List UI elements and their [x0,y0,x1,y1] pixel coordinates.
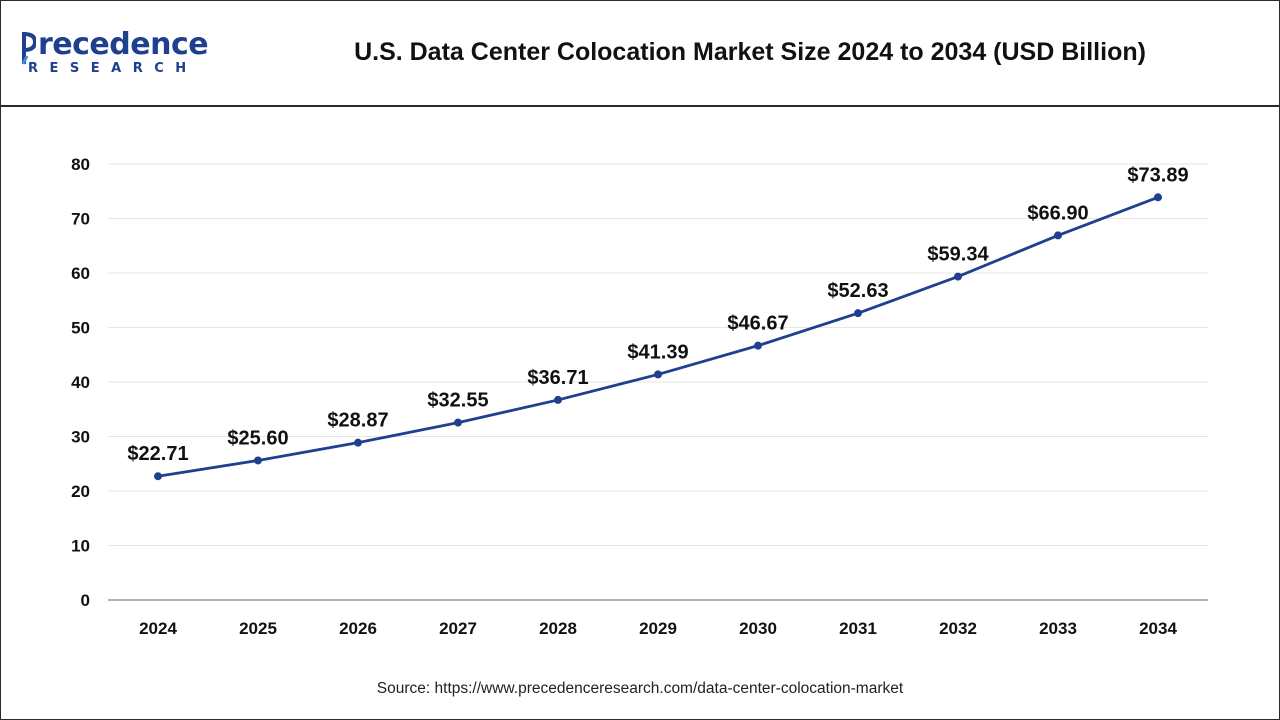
data-point [254,456,262,465]
data-point [654,370,662,379]
data-point [554,395,562,404]
data-label: $46.67 [727,313,788,335]
data-label: $28.87 [327,410,388,432]
data-labels: $22.71 $25.60 $28.87 $32.55 $36.71 $41.39 $46.… [127,164,1188,465]
series-line-path [157,195,1159,478]
data-point [154,472,162,481]
y-tick-label: 50 [71,319,90,338]
page-title: U.S. Data Center Colocation Market Size … [354,38,1146,66]
y-tick-label: 80 [71,155,90,174]
header: recedence RESEARCH U.S. Data Center Colo… [0,0,1280,107]
x-tick-label: 2033 [1039,619,1077,638]
x-tick-label: 2026 [339,619,377,638]
data-point [754,341,762,350]
data-point [1054,231,1062,240]
source-note: Source: https://www.precedenceresearch.c… [376,680,904,697]
data-point [454,418,462,427]
x-tick-label: 2028 [539,619,577,638]
precedence-research-logo: recedence RESEARCH [22,28,222,84]
grid-lines [108,163,1208,546]
data-label: $36.71 [527,367,588,389]
chart-area: 0 10 20 30 40 50 60 70 80 2024 2025 2026 2027 2028 202… [0,108,1280,668]
x-tick-label: 2030 [739,619,777,638]
data-label: $41.39 [627,341,688,363]
x-tick-label: 2034 [1139,619,1177,638]
data-label: $25.60 [227,427,288,449]
x-tick-label: 2027 [439,619,477,638]
y-tick-label: 40 [71,373,90,392]
data-label: $73.89 [1127,164,1188,186]
series-line [154,193,1162,481]
y-tick-label: 70 [71,210,90,229]
x-tick-label: 2031 [839,619,877,638]
y-tick-label: 10 [71,537,90,556]
x-tick-label: 2024 [139,619,177,638]
y-tick-label: 20 [71,482,90,501]
y-tick-label: 30 [71,428,90,447]
data-point [354,438,362,447]
x-tick-label: 2032 [939,619,977,638]
data-label: $32.55 [427,390,488,412]
x-tick-label: 2025 [239,619,277,638]
y-tick-label: 0 [81,591,90,610]
data-label: $22.71 [127,443,188,465]
x-tick-label: 2029 [639,619,677,638]
logo-p-icon [22,32,36,65]
logo-subtitle: RESEARCH [28,61,198,76]
logo-wordmark: recedence [38,27,209,62]
data-label: $66.90 [1027,202,1088,224]
data-point [854,309,862,318]
data-label: $59.34 [927,244,989,266]
data-label: $52.63 [827,280,888,302]
data-point [1154,193,1162,202]
y-tick-label: 60 [71,264,90,283]
data-point [954,272,962,281]
